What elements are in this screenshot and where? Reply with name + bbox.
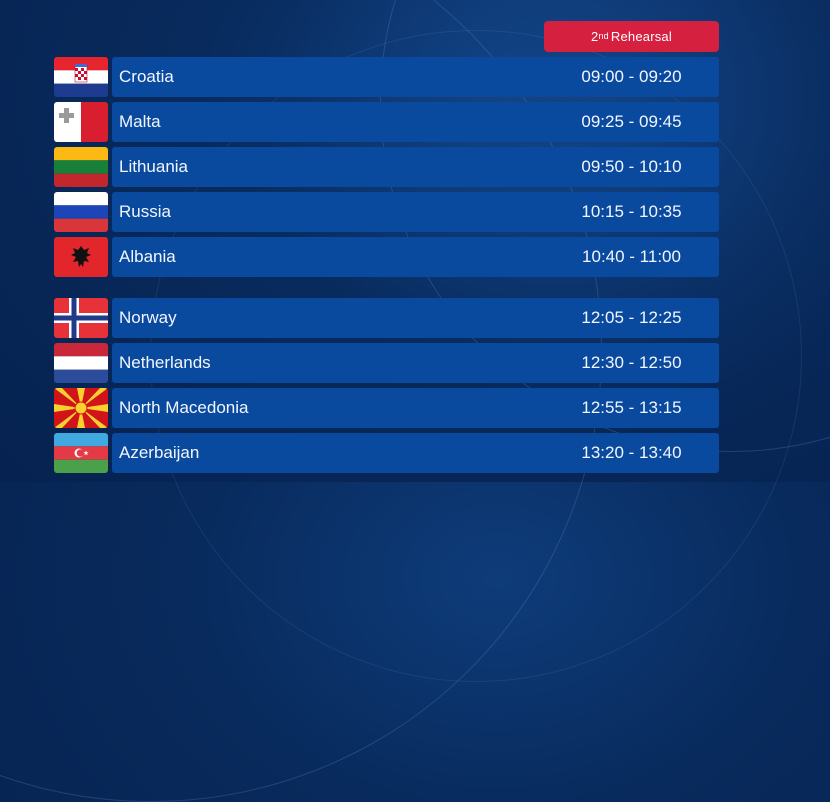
schedule-row-norway: Norway 12:05 - 12:25 (54, 298, 719, 338)
time-slot: 12:05 - 12:25 (544, 298, 719, 338)
country-name: Croatia (112, 57, 592, 97)
albania-flag-icon (54, 237, 108, 277)
country-name: Azerbaijan (112, 433, 592, 473)
time-slot: 12:55 - 13:15 (544, 388, 719, 428)
country-name: Albania (112, 237, 592, 277)
country-name: North Macedonia (112, 388, 592, 428)
russia-flag-icon (54, 192, 108, 232)
schedule-row-croatia: Croatia 09:00 - 09:20 (54, 57, 719, 97)
country-name: Russia (112, 192, 592, 232)
schedule-row-malta: Malta 09:25 - 09:45 (54, 102, 719, 142)
time-slot: 10:15 - 10:35 (544, 192, 719, 232)
country-name: Lithuania (112, 147, 592, 187)
north-macedonia-flag-icon (54, 388, 108, 428)
time-slot: 09:00 - 09:20 (544, 57, 719, 97)
time-slot: 09:25 - 09:45 (544, 102, 719, 142)
time-slot: 12:30 - 12:50 (544, 343, 719, 383)
header-prefix: 2 (591, 29, 599, 44)
time-slot: 13:20 - 13:40 (544, 433, 719, 473)
country-name: Netherlands (112, 343, 592, 383)
schedule-row-lithuania: Lithuania 09:50 - 10:10 (54, 147, 719, 187)
country-name: Norway (112, 298, 592, 338)
time-slot: 09:50 - 10:10 (544, 147, 719, 187)
schedule-row-netherlands: Netherlands 12:30 - 12:50 (54, 343, 719, 383)
netherlands-flag-icon (54, 343, 108, 383)
malta-flag-icon (54, 102, 108, 142)
schedule-row-albania: Albania 10:40 - 11:00 (54, 237, 719, 277)
header-sup: nd (598, 30, 609, 41)
schedule-row-north-macedonia: North Macedonia 12:55 - 13:15 (54, 388, 719, 428)
croatia-flag-icon (54, 57, 108, 97)
time-slot: 10:40 - 11:00 (544, 237, 719, 277)
header-suffix: Rehearsal (610, 29, 672, 44)
lithuania-flag-icon (54, 147, 108, 187)
schedule-row-russia: Russia 10:15 - 10:35 (54, 192, 719, 232)
azerbaijan-flag-icon (54, 433, 108, 473)
norway-flag-icon (54, 298, 108, 338)
schedule-row-azerbaijan: Azerbaijan 13:20 - 13:40 (54, 433, 719, 473)
country-name: Malta (112, 102, 592, 142)
